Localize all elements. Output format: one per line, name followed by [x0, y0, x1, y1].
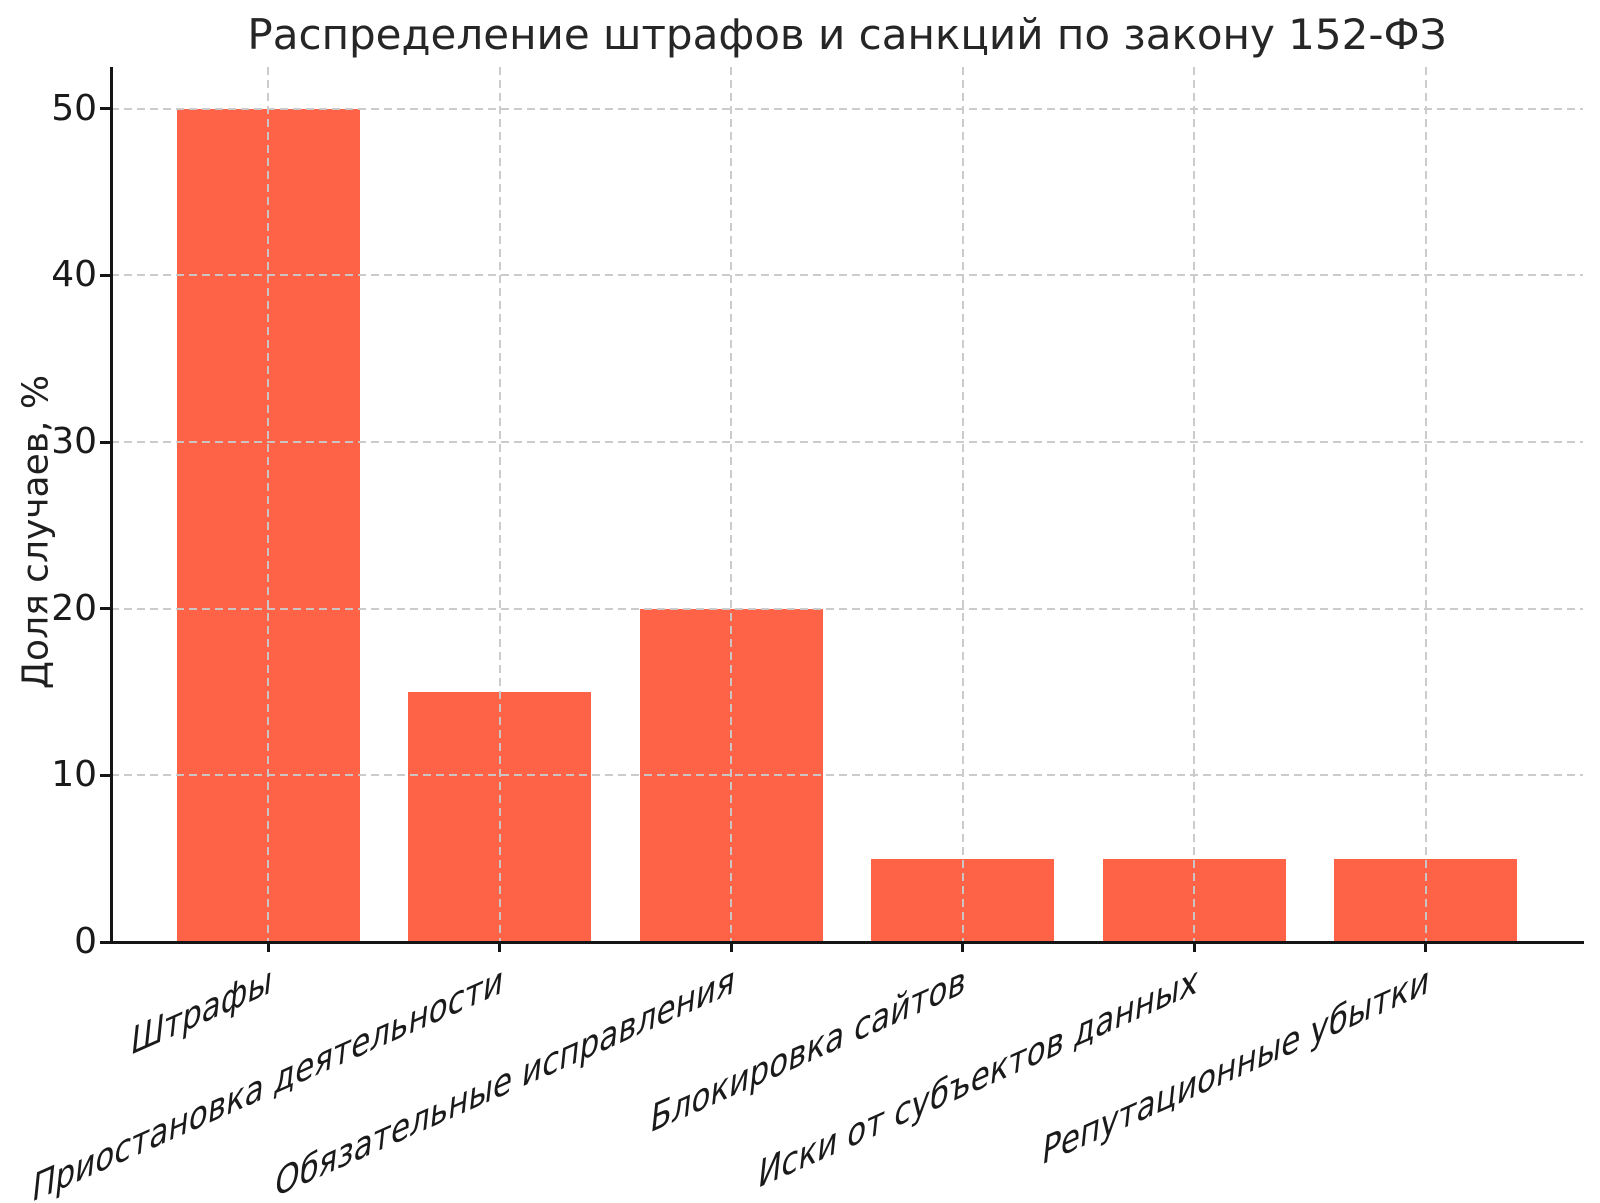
- y-tick-label-30: 30: [51, 421, 97, 462]
- gridline-vertical-5: [1424, 67, 1427, 942]
- x-axis-spine: [110, 941, 1584, 944]
- y-axis-spine: [110, 67, 113, 944]
- x-tick-2: [729, 942, 733, 952]
- y-tick-20: [100, 607, 110, 611]
- gridline-horizontal-50: [111, 107, 1583, 110]
- y-tick-label-40: 40: [51, 254, 97, 296]
- gridline-horizontal-30: [111, 441, 1583, 443]
- y-tick-40: [100, 273, 110, 277]
- x-tick-label-5: Репутационные убытки: [1039, 956, 1432, 1176]
- gridline-vertical-1: [498, 67, 501, 942]
- x-tick-5: [1424, 942, 1428, 952]
- y-tick-50: [100, 107, 110, 111]
- y-tick-0: [100, 940, 110, 944]
- gridline-horizontal-40: [111, 274, 1583, 277]
- y-tick-30: [100, 440, 110, 444]
- x-tick-1: [498, 942, 502, 952]
- gridline-horizontal-20: [111, 607, 1583, 610]
- x-tick-label-0: Штрафы: [128, 956, 275, 1066]
- x-tick-label-4: Иски от субъектов данных: [755, 956, 1201, 1199]
- gridline-vertical-2: [730, 67, 733, 942]
- x-tick-0: [266, 942, 270, 952]
- gridline-vertical-4: [1193, 67, 1196, 942]
- gridline-vertical-3: [961, 67, 964, 942]
- x-tick-label-2: Обязательные исправления: [272, 956, 738, 1203]
- y-tick-10: [100, 773, 110, 777]
- plot-area: [111, 67, 1583, 942]
- y-tick-label-20: 20: [51, 587, 97, 629]
- gridline-vertical-0: [267, 67, 270, 942]
- y-tick-label-10: 10: [51, 754, 97, 796]
- y-tick-label-0: 0: [74, 921, 97, 962]
- gridline-horizontal-10: [111, 774, 1583, 777]
- y-tick-label-50: 50: [51, 87, 97, 129]
- chart-title: Распределение штрафов и санкций по закон…: [247, 10, 1447, 59]
- x-tick-4: [1192, 942, 1196, 952]
- x-tick-3: [961, 942, 965, 952]
